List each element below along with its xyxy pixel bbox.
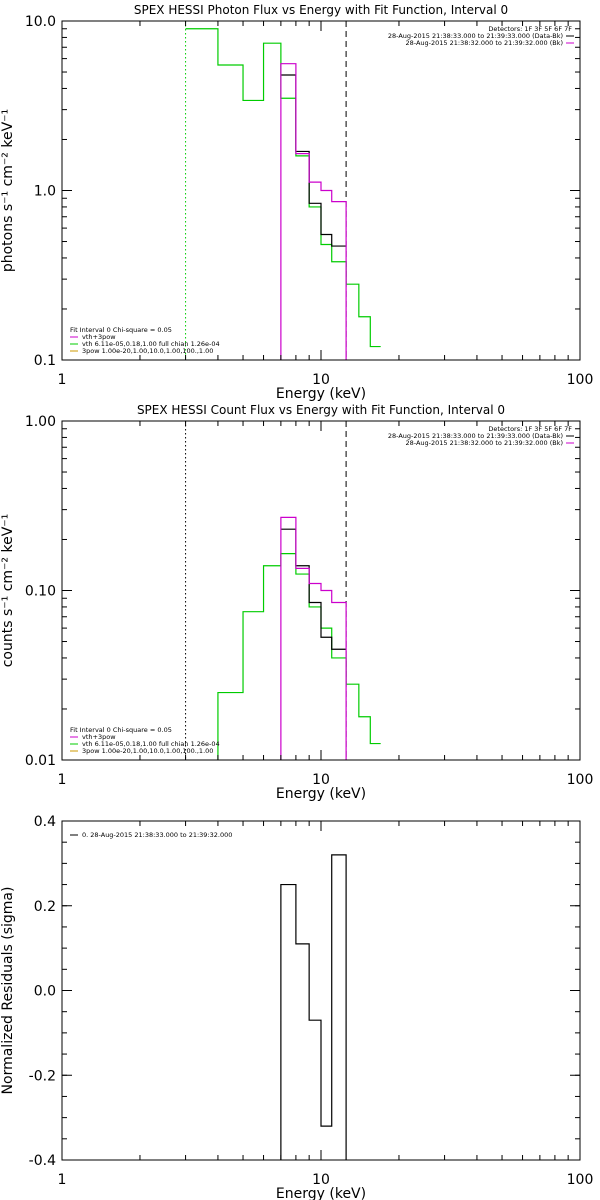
header-text: Detectors: 1F 3F 5F 6F 7F — [488, 425, 572, 433]
chart-title: SPEX HESSI Count Flux vs Energy with Fit… — [137, 403, 505, 417]
legend-text: vth+3pow — [82, 733, 116, 741]
y-tick-label: -0.2 — [29, 1068, 56, 1084]
y-tick-label: 0.0 — [34, 984, 56, 1000]
x-tick-label: 1 — [58, 772, 67, 788]
x-tick-label: 10 — [312, 772, 330, 788]
y-tick-label: 1.0 — [34, 184, 56, 200]
y-axis-label: photons s⁻¹ cm⁻² keV⁻¹ — [0, 109, 16, 272]
x-axis-label: Energy (keV) — [276, 1186, 366, 1200]
x-tick-label: 100 — [567, 772, 594, 788]
chart-panel-2: SPEX HESSI Count Flux vs Energy with Fit… — [0, 403, 593, 802]
y-tick-label: 1.00 — [25, 414, 56, 430]
header-text: 28-Aug-2015 21:38:32.000 to 21:39:32.000… — [406, 439, 563, 447]
x-tick-label: 1 — [58, 1172, 67, 1188]
x-tick-label: 100 — [567, 1172, 594, 1188]
series-line-2 — [280, 74, 347, 247]
header-text: 28-Aug-2015 21:38:33.000 to 21:39:33.000… — [388, 432, 563, 440]
chart-panel-3: 1 10 100 -0.4 -0.2 0.0 0.2 0.4 Energy (keV) Norma… — [0, 814, 593, 1200]
x-axis-label: Energy (keV) — [276, 386, 366, 402]
legend-text: vth 6.11e-05,0.18,1.00 full chian 1.26e-… — [82, 740, 220, 748]
series-line-1 — [217, 553, 381, 760]
x-tick-label: 100 — [567, 372, 594, 388]
legend-text: Fit Interval 0 Chi-square = 0.05 — [70, 326, 172, 334]
y-axis-label: Normalized Residuals (sigma) — [0, 887, 16, 1095]
chart-title: SPEX HESSI Photon Flux vs Energy with Fi… — [134, 3, 508, 17]
y-tick-label: 0.2 — [34, 899, 56, 915]
legend-text: 0. 28-Aug-2015 21:38:33.000 to 21:39:32.… — [82, 831, 232, 839]
series-line-1 — [280, 854, 347, 1160]
series-line-2 — [280, 528, 347, 650]
legend-text: 3pow 1.00e-20,1.00,10.0,1.00,100.,1.00 — [82, 747, 213, 755]
series-line-1 — [185, 28, 381, 348]
series-line-3 — [280, 516, 347, 760]
chart-panel-1: SPEX HESSI Photon Flux vs Energy with Fi… — [0, 3, 593, 402]
header-text: 28-Aug-2015 21:38:33.000 to 21:39:33.000… — [388, 32, 563, 40]
legend-text: vth 6.11e-05,0.18,1.00 full chian 1.26e-… — [82, 340, 220, 348]
legend-text: vth+3pow — [82, 333, 116, 341]
y-tick-label: 0.10 — [25, 584, 56, 600]
legend-text: Fit Interval 0 Chi-square = 0.05 — [70, 726, 172, 734]
y-tick-label: 0.01 — [25, 753, 56, 769]
legend-text: 3pow 1.00e-20,1.00,10.0,1.00,100.,1.00 — [82, 347, 213, 355]
y-tick-label: -0.4 — [29, 1153, 56, 1169]
y-tick-label: 10.0 — [25, 14, 56, 30]
y-tick-label: 0.1 — [34, 353, 56, 369]
series-line-3 — [280, 63, 347, 360]
y-tick-label: 0.4 — [34, 814, 56, 830]
x-tick-label: 10 — [312, 372, 330, 388]
x-tick-label: 1 — [58, 372, 67, 388]
x-tick-label: 10 — [312, 1172, 330, 1188]
y-axis-label: counts s⁻¹ cm⁻² keV⁻¹ — [0, 514, 16, 668]
x-axis-label: Energy (keV) — [276, 786, 366, 802]
header-text: Detectors: 1F 3F 5F 6F 7F — [488, 25, 572, 33]
header-text: 28-Aug-2015 21:38:32.000 to 21:39:32.000… — [406, 39, 563, 47]
